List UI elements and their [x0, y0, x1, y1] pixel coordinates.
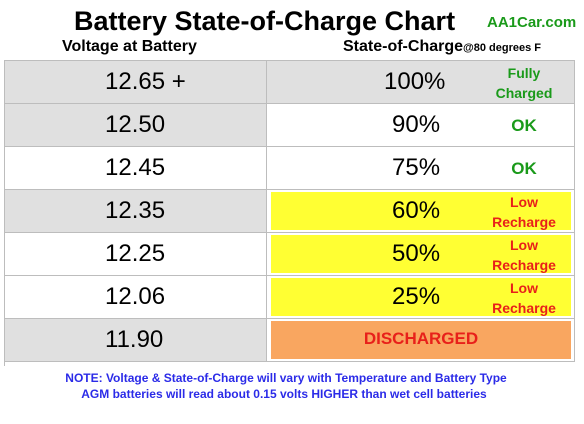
voltage-cell: 11.90 — [5, 319, 267, 362]
highlight-band — [271, 321, 571, 359]
status-badge: Low Recharge — [479, 235, 569, 275]
percent-value: 100% — [384, 68, 446, 95]
soc-table: 12.65 + 100% Fully Charged 12.50 90% OK … — [4, 60, 575, 366]
voltage-value: 12.50 — [105, 111, 166, 138]
status-line2: Recharge — [492, 214, 556, 230]
table-row: 12.06 25% Low Recharge — [5, 276, 575, 319]
header-soc-label: State-of-Charge — [343, 38, 464, 55]
header-soc-condition: @80 degrees F — [463, 42, 541, 54]
voltage-value: 12.65 + — [105, 68, 186, 95]
table-row: 11.90 DISCHARGED — [5, 319, 575, 362]
soc-cell: 100% Fully Charged — [267, 61, 575, 104]
status-badge: DISCHARGED — [363, 329, 479, 348]
voltage-cell: 12.65 + — [5, 61, 267, 104]
status-badge: Low Recharge — [479, 278, 569, 318]
voltage-cell: 12.50 — [5, 104, 267, 147]
note-line-1: NOTE: Voltage & State-of-Charge will var… — [65, 371, 507, 385]
soc-cell: 60% Low Recharge — [267, 190, 575, 233]
header-soc: State-of-Charge@80 degrees F — [343, 38, 541, 56]
table-row: 12.25 50% Low Recharge — [5, 233, 575, 276]
percent-value: 75% — [392, 154, 441, 181]
voltage-cell: 12.35 — [5, 190, 267, 233]
voltage-value: 12.06 — [105, 283, 166, 310]
status-badge: Fully Charged — [479, 63, 569, 103]
voltage-cell: 12.45 — [5, 147, 267, 190]
soc-cell: 90% OK — [267, 104, 575, 147]
note-line-2: AGM batteries will read about 0.15 volts… — [81, 387, 487, 401]
table-row: 12.65 + 100% Fully Charged — [5, 61, 575, 104]
voltage-value: 12.35 — [105, 197, 166, 224]
highlight-band — [271, 192, 571, 230]
voltage-value: 12.25 — [105, 240, 166, 267]
status-badge: OK — [511, 116, 537, 135]
status-line2: Charged — [495, 85, 553, 101]
soc-cell: DISCHARGED — [267, 319, 575, 362]
voltage-value: 11.90 — [105, 326, 164, 353]
status-line1: Low — [510, 194, 538, 210]
highlight-band — [271, 235, 571, 273]
status-badge: OK — [511, 159, 537, 178]
status-line1: Fully — [507, 65, 541, 81]
table-row: 12.35 60% Low Recharge — [5, 190, 575, 233]
status-line2: Recharge — [492, 257, 556, 273]
voltage-value: 12.45 — [105, 154, 166, 181]
voltage-cell: 12.25 — [5, 233, 267, 276]
page-title: Battery State-of-Charge Chart — [74, 6, 456, 36]
status-line2: Recharge — [492, 300, 556, 316]
status-line1: Low — [510, 280, 538, 296]
percent-value: 60% — [392, 197, 441, 224]
status-line1: Low — [510, 237, 538, 253]
header-voltage: Voltage at Battery — [62, 38, 197, 55]
status-badge: Low Recharge — [479, 192, 569, 232]
percent-value: 50% — [392, 240, 441, 267]
percent-value: 90% — [392, 111, 441, 138]
soc-cell: 75% OK — [267, 147, 575, 190]
table-row: 12.45 75% OK — [5, 147, 575, 190]
soc-cell: 50% Low Recharge — [267, 233, 575, 276]
soc-cell: 25% Low Recharge — [267, 276, 575, 319]
highlight-band — [271, 278, 571, 316]
voltage-cell: 12.06 — [5, 276, 267, 319]
percent-value: 25% — [392, 283, 441, 310]
table-row: 12.50 90% OK — [5, 104, 575, 147]
brand-logo-text: AA1Car.com — [487, 14, 577, 31]
